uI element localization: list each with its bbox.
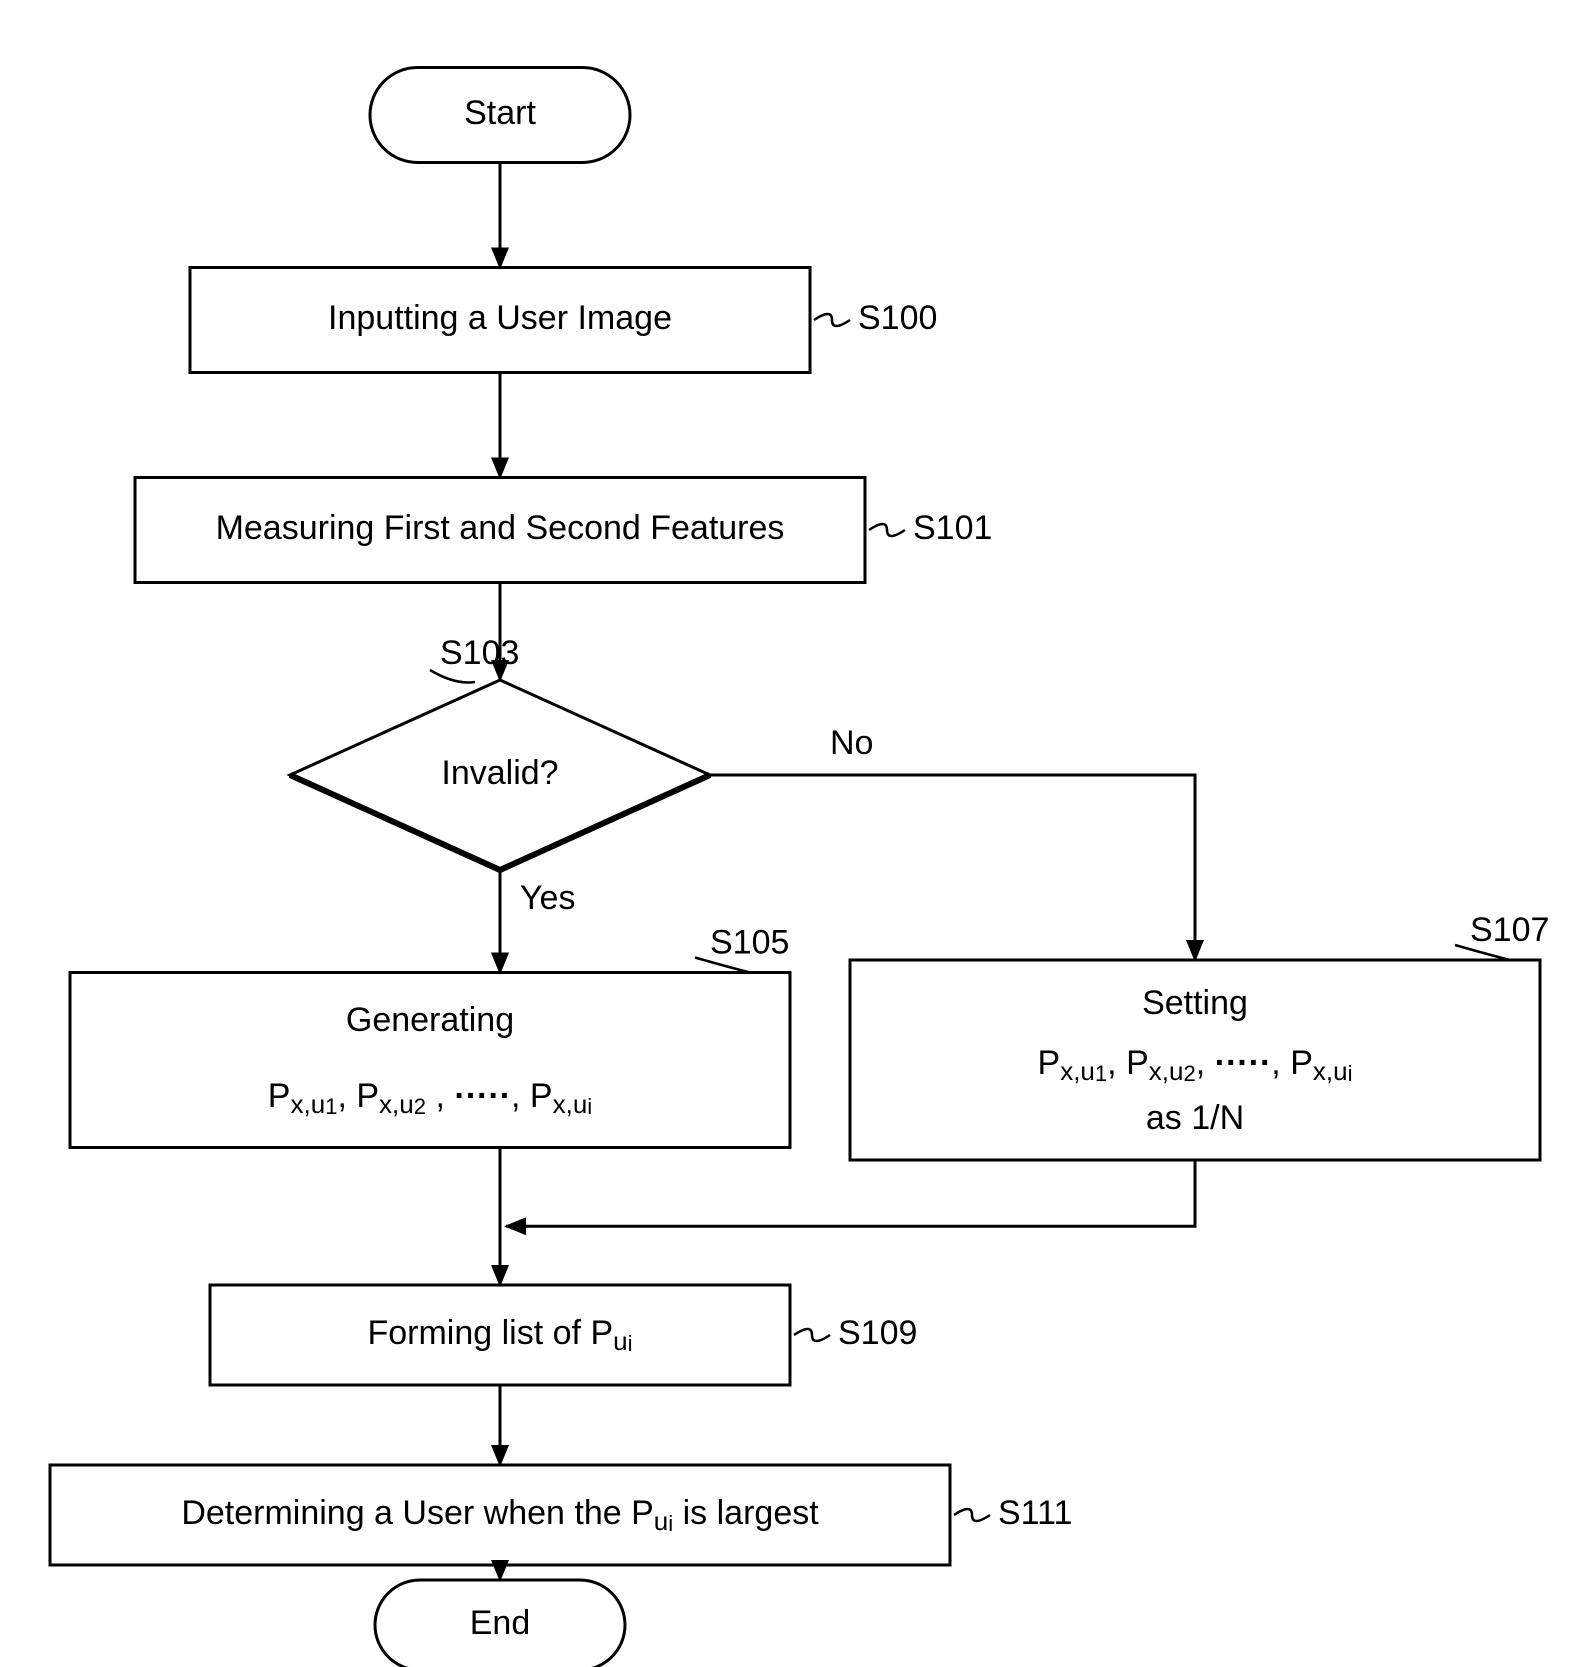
label-s109-leader: [794, 1329, 830, 1341]
label-no: No: [830, 724, 873, 762]
node-s100-label: Inputting a User Image: [328, 299, 672, 337]
node-s107-line1: Setting: [1142, 984, 1248, 1022]
node-start-label: Start: [464, 94, 536, 132]
node-s111-label: Determining a User when the Pui is large…: [181, 1494, 819, 1536]
node-s109-label: Forming list of Pui: [367, 1314, 632, 1356]
node-end-label: End: [470, 1604, 531, 1642]
node-s107-line3: as 1/N: [1146, 1099, 1244, 1137]
label-s103: S103: [440, 634, 519, 672]
arrow-s107-merge: [506, 1160, 1195, 1226]
label-s105: S105: [710, 923, 789, 961]
label-s107: S107: [1470, 911, 1549, 949]
node-s105: [70, 973, 790, 1148]
node-s101-label: Measuring First and Second Features: [216, 509, 785, 547]
label-s100-leader: [814, 314, 850, 326]
label-s101: S101: [913, 509, 992, 547]
label-s100: S100: [858, 299, 937, 337]
node-s105-line1: Generating: [346, 1001, 514, 1039]
node-s105-line2: Px,u1, Px,u2 , ·····, Px,ui: [268, 1077, 592, 1119]
label-s109: S109: [838, 1314, 917, 1352]
flowchart: Start Inputting a User Image Measuring Fir…: [0, 0, 1578, 1667]
node-s107-line2: Px,u1, Px,u2, ·····, Px,ui: [1038, 1044, 1353, 1086]
label-s101-leader: [869, 524, 905, 536]
node-s103-label: Invalid?: [441, 754, 558, 792]
label-s111-leader: [954, 1509, 990, 1521]
label-s111: S111: [998, 1494, 1072, 1532]
label-yes: Yes: [520, 879, 575, 917]
